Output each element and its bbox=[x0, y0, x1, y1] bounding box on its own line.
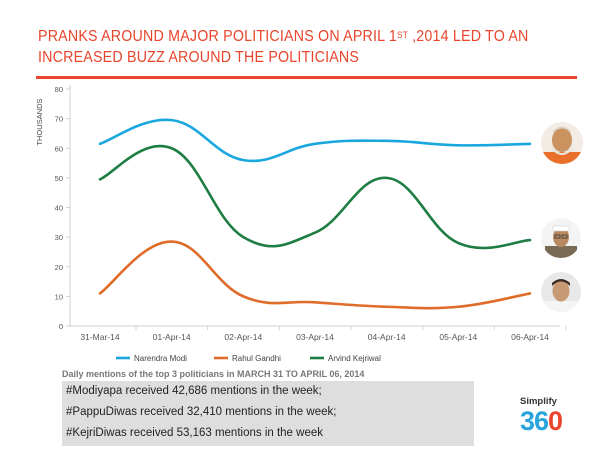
y-axis-label: THOUSANDS bbox=[35, 98, 44, 145]
y-tick-label: 40 bbox=[55, 204, 63, 213]
chart-caption: Daily mentions of the top 3 politicians … bbox=[62, 369, 365, 379]
logo-text-top: Simplify bbox=[520, 396, 557, 407]
stats-box: #Modiyapa received 42,686 mentions in th… bbox=[62, 381, 474, 446]
stat-hashtag: #PappuDiwas bbox=[66, 406, 137, 418]
line-chart: 0 10 20 30 40 50 60 70 80 THOUSANDS 31-Mar-14 01-Ap… bbox=[35, 85, 567, 363]
stat-count: 42,686 bbox=[172, 385, 208, 397]
y-tick-label: 60 bbox=[55, 144, 63, 153]
x-tick-label: 03-Apr-14 bbox=[296, 332, 334, 342]
title-text-part2: ,2014 LED TO AN INCREASED BUZZ AROUND TH… bbox=[38, 28, 529, 66]
x-tick-label: 04-Apr-14 bbox=[368, 332, 406, 342]
stat-count: 53,163 bbox=[176, 427, 212, 439]
x-tick-label: 01-Apr-14 bbox=[153, 332, 191, 342]
stat-text: mentions in the week bbox=[211, 427, 323, 439]
stat-line-modiyapa: #Modiyapa received 42,686 mentions in th… bbox=[66, 385, 322, 397]
title-underline bbox=[36, 76, 577, 79]
stat-text: mentions in the week; bbox=[207, 385, 322, 397]
y-tick-label: 30 bbox=[55, 233, 63, 242]
x-tick-label: 06-Apr-14 bbox=[511, 332, 549, 342]
logo-number-o: 0 bbox=[548, 406, 563, 436]
stat-text: received bbox=[136, 406, 187, 418]
stat-text: received bbox=[126, 427, 177, 439]
y-tick-label: 10 bbox=[55, 292, 63, 301]
stat-line-kejridiwas: #KejriDiwas received 53,163 mentions in … bbox=[66, 427, 323, 439]
page-title: PRANKS AROUND MAJOR POLITICIANS ON APRIL… bbox=[38, 26, 535, 68]
logo-number-digits: 36 bbox=[520, 406, 549, 436]
stat-line-pappudiwas: #PappuDiwas received 32,410 mentions in … bbox=[66, 406, 336, 418]
series-line-rahul-gandhi bbox=[98, 240, 532, 310]
y-tick-label: 70 bbox=[55, 115, 63, 124]
logo-number: 360 bbox=[520, 406, 563, 437]
title-superscript: ST bbox=[397, 30, 408, 40]
gandhi-photo-icon bbox=[541, 272, 581, 312]
simplify360-logo: Simplify 360 bbox=[520, 388, 592, 444]
stat-hashtag: #KejriDiwas bbox=[66, 427, 127, 439]
x-tick-label: 02-Apr-14 bbox=[224, 332, 262, 342]
title-text-part1: PRANKS AROUND MAJOR POLITICIANS ON APRIL… bbox=[38, 28, 398, 45]
x-tick-label: 05-Apr-14 bbox=[439, 332, 477, 342]
legend-label-rahul-gandhi: Rahul Gandhi bbox=[232, 354, 281, 363]
y-tick-label: 50 bbox=[55, 174, 63, 183]
stat-hashtag: #Modiyapa bbox=[66, 385, 123, 397]
y-tick-label: 20 bbox=[55, 263, 63, 272]
y-tick-label: 80 bbox=[55, 85, 63, 94]
stat-text: mentions in the week; bbox=[222, 406, 337, 418]
kejriwal-photo-icon bbox=[541, 218, 581, 258]
stat-text: received bbox=[122, 385, 173, 397]
y-tick-label: 0 bbox=[59, 322, 63, 331]
legend-label-narendra-modi: Narendra Modi bbox=[134, 354, 187, 363]
legend-label-arvind-kejriwal: Arvind Kejriwal bbox=[328, 354, 381, 363]
modi-photo-icon bbox=[541, 122, 583, 164]
stat-count: 32,410 bbox=[186, 406, 223, 418]
x-tick-label: 31-Mar-14 bbox=[80, 332, 119, 342]
series-line-arvind-kejriwal bbox=[98, 144, 532, 250]
series-line-narendra-modi bbox=[98, 118, 532, 163]
